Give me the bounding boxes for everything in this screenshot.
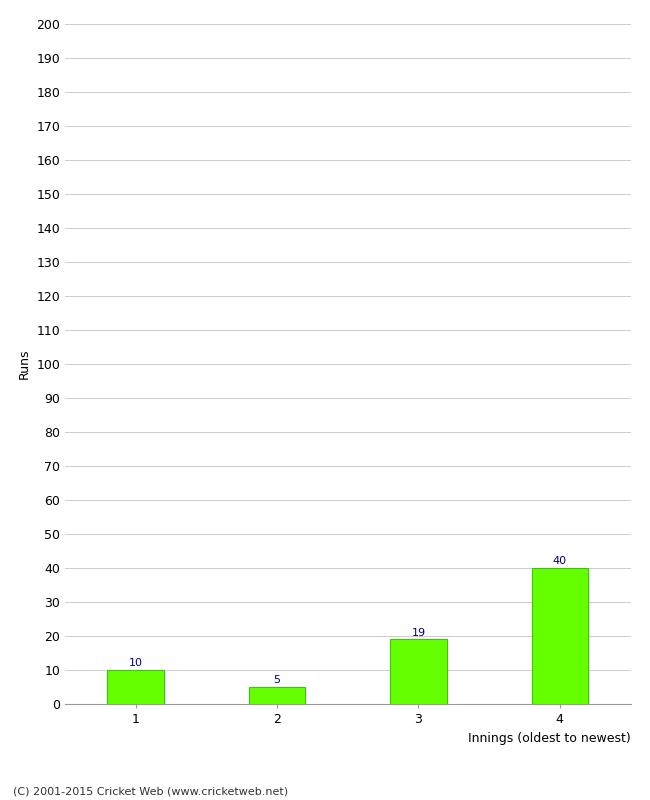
Text: 40: 40 — [552, 556, 567, 566]
Bar — [532, 568, 588, 704]
X-axis label: Innings (oldest to newest): Innings (oldest to newest) — [468, 731, 630, 745]
Bar — [249, 687, 306, 704]
Text: 5: 5 — [274, 675, 281, 686]
Bar — [107, 670, 164, 704]
Bar — [390, 639, 447, 704]
Text: (C) 2001-2015 Cricket Web (www.cricketweb.net): (C) 2001-2015 Cricket Web (www.cricketwe… — [13, 786, 288, 796]
Y-axis label: Runs: Runs — [18, 349, 31, 379]
Text: 19: 19 — [411, 628, 426, 638]
Text: 10: 10 — [129, 658, 143, 668]
